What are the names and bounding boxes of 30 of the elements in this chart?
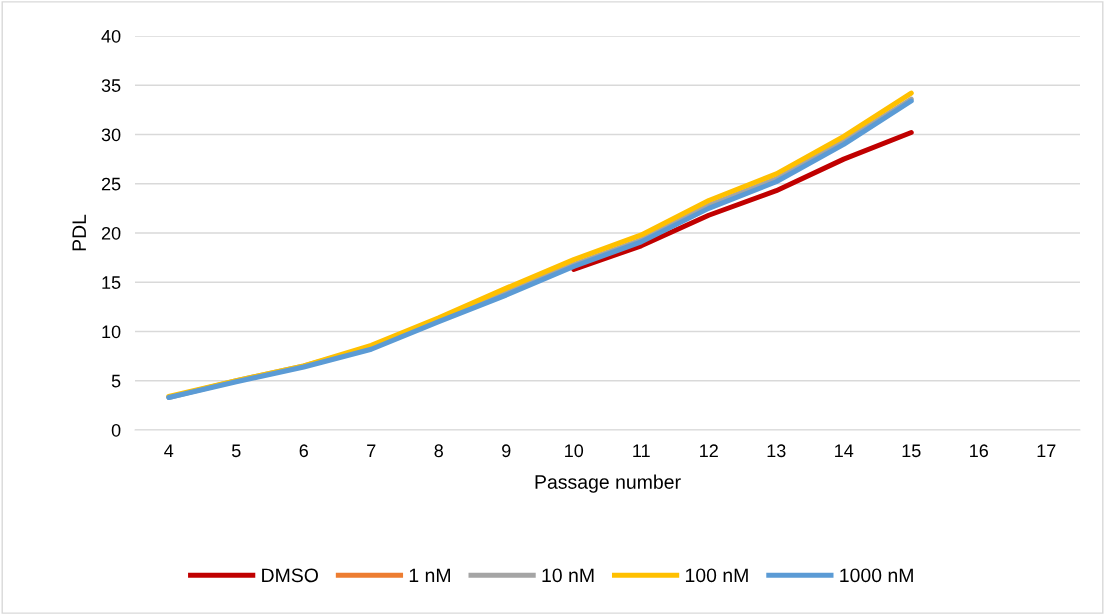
y-tick-label: 30 bbox=[101, 128, 121, 142]
y-tick-label: 0 bbox=[111, 423, 121, 437]
x-tick-label: 4 bbox=[164, 444, 174, 457]
x-tick-label: 5 bbox=[231, 444, 241, 458]
x-axis-title: Passage number bbox=[535, 474, 681, 493]
y-tick-label: 10 bbox=[102, 325, 121, 339]
y-tick-label: 35 bbox=[101, 79, 121, 92]
x-tick-label: 10 bbox=[565, 444, 584, 458]
x-tick-label: 16 bbox=[970, 444, 988, 458]
legend-label: 1000 nM bbox=[840, 568, 913, 583]
y-tick-label: 25 bbox=[101, 177, 121, 191]
x-tick-label: 9 bbox=[502, 444, 511, 458]
legend-label: 10 nM bbox=[542, 568, 594, 583]
x-tick-label: 8 bbox=[434, 444, 443, 458]
x-tick-label: 12 bbox=[700, 444, 718, 457]
x-tick-label: 14 bbox=[835, 444, 854, 457]
y-axis-title: PDL bbox=[72, 214, 86, 251]
y-tick-label: 20 bbox=[101, 226, 121, 240]
x-tick-label: 7 bbox=[367, 444, 376, 457]
x-tick-label: 15 bbox=[902, 444, 921, 458]
legend-label: 1 nM bbox=[409, 568, 450, 583]
y-tick-label: 5 bbox=[111, 374, 121, 388]
x-tick-label: 17 bbox=[1037, 444, 1056, 457]
legend-label: 100 nM bbox=[685, 568, 748, 583]
legend-label: DMSO bbox=[262, 568, 318, 583]
y-tick-label: 15 bbox=[102, 276, 121, 289]
x-tick-label: 11 bbox=[633, 444, 650, 457]
x-tick-label: 6 bbox=[299, 444, 308, 458]
x-tick-label: 13 bbox=[767, 444, 786, 458]
y-tick-label: 40 bbox=[101, 29, 121, 43]
